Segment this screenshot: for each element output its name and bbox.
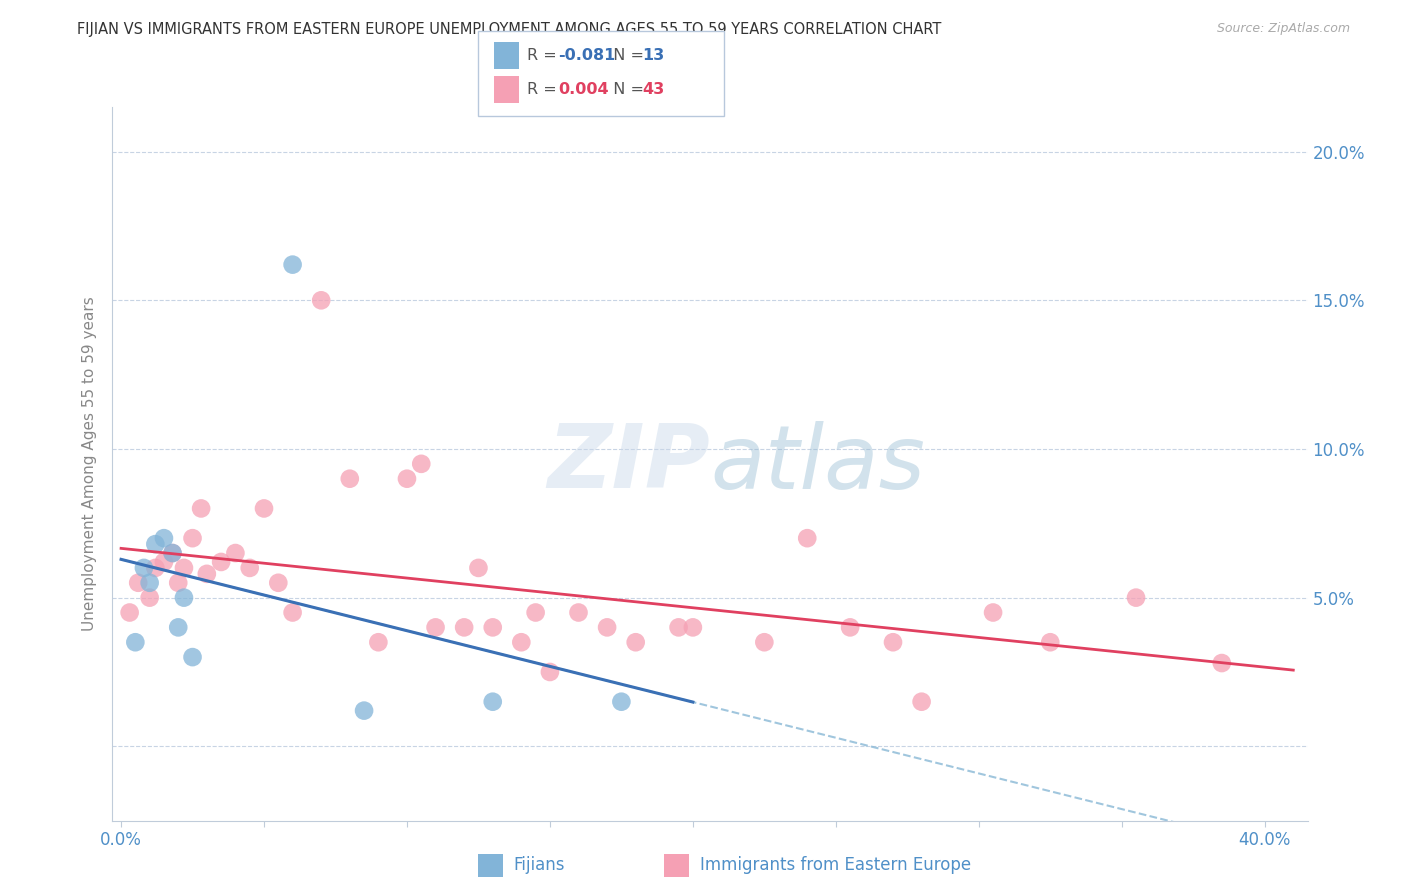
Point — [153, 555, 176, 569]
Point — [267, 575, 290, 590]
Y-axis label: Unemployment Among Ages 55 to 59 years: Unemployment Among Ages 55 to 59 years — [82, 296, 97, 632]
Point — [153, 531, 176, 545]
Point — [839, 620, 862, 634]
Point — [1211, 656, 1233, 670]
Point — [195, 566, 218, 581]
Text: N =: N = — [603, 82, 650, 96]
Point — [281, 606, 304, 620]
Point — [395, 472, 418, 486]
Point — [353, 704, 375, 718]
Point — [467, 561, 489, 575]
Point — [796, 531, 818, 545]
Point — [367, 635, 389, 649]
Point — [167, 620, 190, 634]
Point — [145, 561, 167, 575]
Text: Source: ZipAtlas.com: Source: ZipAtlas.com — [1216, 22, 1350, 36]
Point — [596, 620, 619, 634]
Point — [425, 620, 447, 634]
Text: atlas: atlas — [710, 421, 925, 507]
Point — [481, 695, 503, 709]
Point — [162, 546, 184, 560]
Point — [1039, 635, 1062, 649]
Point — [181, 650, 204, 665]
Point — [910, 695, 932, 709]
Point — [224, 546, 246, 560]
Point — [239, 561, 262, 575]
Point — [173, 561, 195, 575]
Point — [481, 620, 503, 634]
Point — [138, 575, 160, 590]
Point — [682, 620, 704, 634]
Point — [309, 293, 332, 308]
Point — [668, 620, 690, 634]
Point — [145, 537, 167, 551]
Point — [181, 531, 204, 545]
Point — [567, 606, 589, 620]
Point — [118, 606, 141, 620]
Point — [167, 575, 190, 590]
Point — [882, 635, 904, 649]
Point — [610, 695, 633, 709]
Point — [162, 546, 184, 560]
Point — [510, 635, 533, 649]
Text: 13: 13 — [643, 48, 665, 62]
Point — [453, 620, 475, 634]
Point — [127, 575, 149, 590]
Point — [190, 501, 212, 516]
Point — [981, 606, 1004, 620]
Text: R =: R = — [527, 48, 562, 62]
Point — [138, 591, 160, 605]
Text: -0.081: -0.081 — [558, 48, 616, 62]
Point — [754, 635, 776, 649]
Text: 0.004: 0.004 — [558, 82, 609, 96]
Point — [281, 258, 304, 272]
Point — [124, 635, 146, 649]
Point — [132, 561, 155, 575]
Text: R =: R = — [527, 82, 562, 96]
Text: Immigrants from Eastern Europe: Immigrants from Eastern Europe — [700, 856, 972, 874]
Point — [209, 555, 232, 569]
Point — [339, 472, 361, 486]
Point — [253, 501, 276, 516]
Point — [538, 665, 561, 679]
Text: FIJIAN VS IMMIGRANTS FROM EASTERN EUROPE UNEMPLOYMENT AMONG AGES 55 TO 59 YEARS : FIJIAN VS IMMIGRANTS FROM EASTERN EUROPE… — [77, 22, 942, 37]
Text: Fijians: Fijians — [513, 856, 565, 874]
Point — [411, 457, 433, 471]
Point — [624, 635, 647, 649]
Text: 43: 43 — [643, 82, 665, 96]
Text: ZIP: ZIP — [547, 420, 710, 508]
Point — [1125, 591, 1147, 605]
Point — [524, 606, 547, 620]
Point — [173, 591, 195, 605]
Text: N =: N = — [603, 48, 650, 62]
